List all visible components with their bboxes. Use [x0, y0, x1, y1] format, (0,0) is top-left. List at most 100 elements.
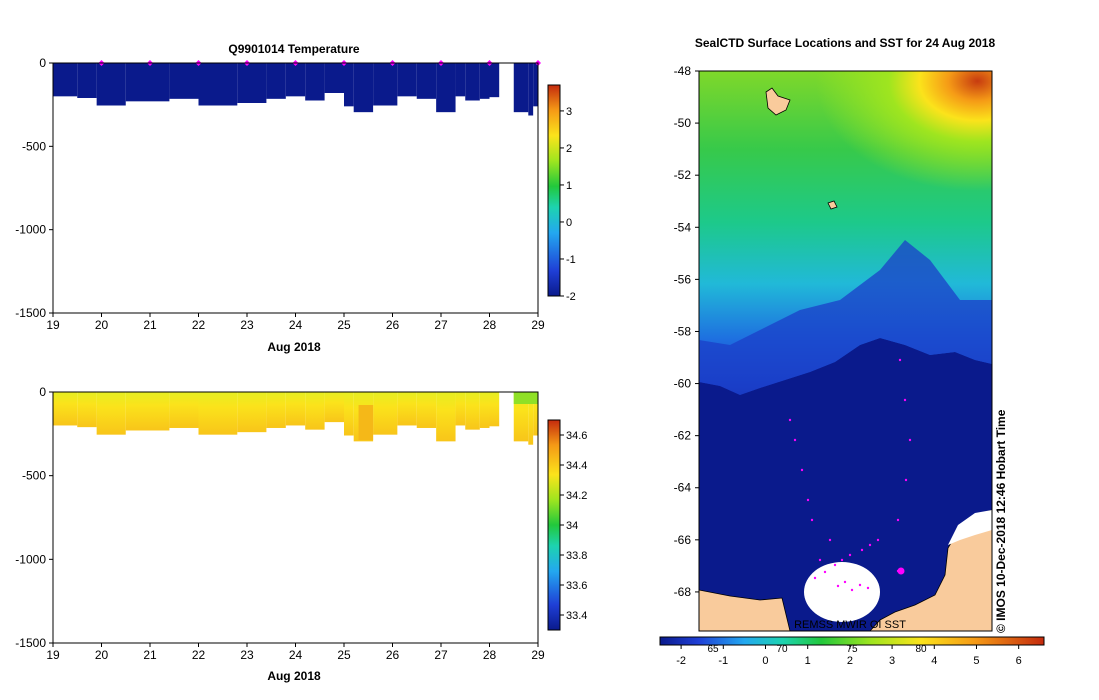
p1-profile-bar — [489, 63, 500, 98]
p2-profile-bar — [169, 392, 199, 428]
coast-west — [699, 589, 791, 631]
p2-profile-bar — [436, 392, 456, 442]
map-lat-tick-label: -64 — [674, 481, 692, 495]
seal-track-point — [850, 588, 854, 592]
p1-x-tick-label: 25 — [337, 318, 351, 332]
sst-cool-band — [699, 240, 992, 395]
temperature-colorbar-ticks: 3 2 1 0 -1 -2 — [560, 106, 576, 303]
map-lat-tick-label: -52 — [674, 168, 692, 182]
sst-colorbar-overlay-label: 65 — [707, 644, 719, 655]
p2-profile-bar — [533, 392, 538, 436]
p2-colorbar-tick-label: 34.6 — [566, 430, 587, 442]
p2-profile-bar — [528, 392, 534, 445]
seal-track-point — [833, 563, 837, 567]
salinity-x-ticks: 19 20 21 22 23 24 25 26 27 28 29 — [46, 643, 545, 662]
seal-track-point — [904, 478, 908, 482]
p1-profile-bar — [198, 63, 238, 106]
sst-colorbar-tick-label: 4 — [931, 655, 937, 667]
seal-track-point — [828, 538, 832, 542]
salinity-profiles — [53, 392, 538, 445]
p1-profile-bar — [324, 63, 344, 93]
p2-profile-bar — [479, 392, 490, 428]
temperature-colorbar — [547, 84, 561, 297]
map-lat-tick-label: -58 — [674, 324, 692, 338]
p2-profile-bar — [397, 392, 417, 426]
p2-x-tick-label: 19 — [46, 648, 60, 662]
p2-x-tick-label: 28 — [483, 648, 497, 662]
sst-colorbar-overlay-label: 80 — [915, 644, 927, 655]
p2-x-tick-label: 23 — [240, 648, 254, 662]
p1-y-tick-label: 0 — [39, 56, 46, 70]
p2-x-tick-label: 25 — [337, 648, 351, 662]
seal-track-point — [823, 570, 827, 574]
p2-profile-bar — [125, 392, 170, 431]
p1-profile-bar — [169, 63, 199, 99]
p1-profile-bar — [53, 63, 78, 97]
sst-colorbar-tick-label: -2 — [676, 655, 686, 667]
p2-x-tick-label: 26 — [386, 648, 400, 662]
map-lat-tick-label: -50 — [674, 116, 692, 130]
map-lat-ticks: -48 -50 -52 -54 -56 -58 -60 -62 -64 -66 -68 — [674, 64, 699, 599]
p1-profile-bar — [455, 63, 466, 97]
seal-track-point — [793, 438, 797, 442]
temperature-title: Q9901014 Temperature — [228, 42, 360, 56]
map-lat-tick-label: -68 — [674, 585, 692, 599]
p1-colorbar-tick-label: 0 — [566, 217, 572, 229]
salinity-colorbar — [547, 419, 561, 631]
p1-colorbar-tick-label: 3 — [566, 106, 572, 118]
p2-x-tick-label: 22 — [192, 648, 206, 662]
p1-x-tick-label: 28 — [483, 318, 497, 332]
salinity-section-panel: 19 20 21 22 23 24 25 26 27 28 29 0 -500 -1000 -1500 A… — [15, 385, 587, 683]
p1-y-tick-label: -1500 — [15, 306, 46, 320]
p2-salty-core — [358, 405, 374, 440]
seal-track-point — [810, 518, 814, 522]
p1-profile-bar — [513, 63, 529, 113]
p1-profile-bar — [77, 63, 97, 98]
map-lat-tick-label: -66 — [674, 533, 692, 547]
p1-profile-bar — [465, 63, 480, 101]
sst-colorbar-overlay-label: 70 — [776, 644, 788, 655]
seal-track-point — [903, 398, 907, 402]
map-lat-tick-label: -54 — [674, 220, 692, 234]
p2-colorbar-tick-label: 33.6 — [566, 580, 587, 592]
sst-cold-front — [699, 338, 992, 631]
p2-profile-bar — [344, 392, 354, 436]
p2-profile-bar — [53, 392, 78, 426]
p1-profile-bar — [344, 63, 354, 107]
temperature-x-ticks: 19 20 21 22 23 24 25 26 27 28 29 — [46, 313, 545, 332]
sst-colorbar-tick-label: 6 — [1016, 655, 1022, 667]
seal-track — [788, 358, 912, 592]
seal-track-point — [843, 580, 847, 584]
map-bottom-label: REMSS MWIR OI SST — [794, 619, 906, 631]
p1-colorbar-tick-label: -2 — [566, 291, 576, 303]
p1-profile-bar — [353, 63, 374, 113]
p2-x-tick-label: 20 — [95, 648, 109, 662]
temperature-y-ticks: 0 -500 -1000 -1500 — [15, 56, 53, 320]
salinity-x-label: Aug 2018 — [267, 669, 321, 683]
map-lat-tick-label: -48 — [674, 64, 692, 78]
sst-warm-patch — [699, 71, 992, 271]
seal-track-point — [848, 553, 852, 557]
seal-track-point — [806, 498, 810, 502]
p2-profile-bar — [416, 392, 437, 428]
seal-track-point — [836, 584, 840, 588]
salinity-y-ticks: 0 -500 -1000 -1500 — [15, 385, 53, 650]
p2-y-tick-label: -1500 — [15, 636, 46, 650]
p2-colorbar-tick-label: 33.8 — [566, 550, 587, 562]
p2-profile-bar — [489, 392, 500, 427]
temperature-section-panel: Q9901014 Temperature 19 20 21 22 23 24 25 26 27 2… — [15, 42, 575, 354]
p2-profile-bar — [266, 392, 286, 428]
sst-colorbar-ticks: -2 -1 0 1 2 3 4 5 6 65 70 75 80 — [676, 644, 1022, 667]
seal-track-point — [858, 583, 862, 587]
sst-colorbar — [659, 636, 1045, 646]
temperature-x-label: Aug 2018 — [267, 340, 321, 354]
seal-current-position — [897, 567, 905, 575]
sst-field — [699, 71, 992, 631]
sst-colorbar-overlay-label: 75 — [846, 644, 858, 655]
island-mid — [827, 200, 838, 210]
seal-track-point — [813, 576, 817, 580]
p1-colorbar-tick-label: 2 — [566, 143, 572, 155]
p1-profile-bar — [305, 63, 325, 101]
salinity-plot-area — [53, 392, 538, 643]
